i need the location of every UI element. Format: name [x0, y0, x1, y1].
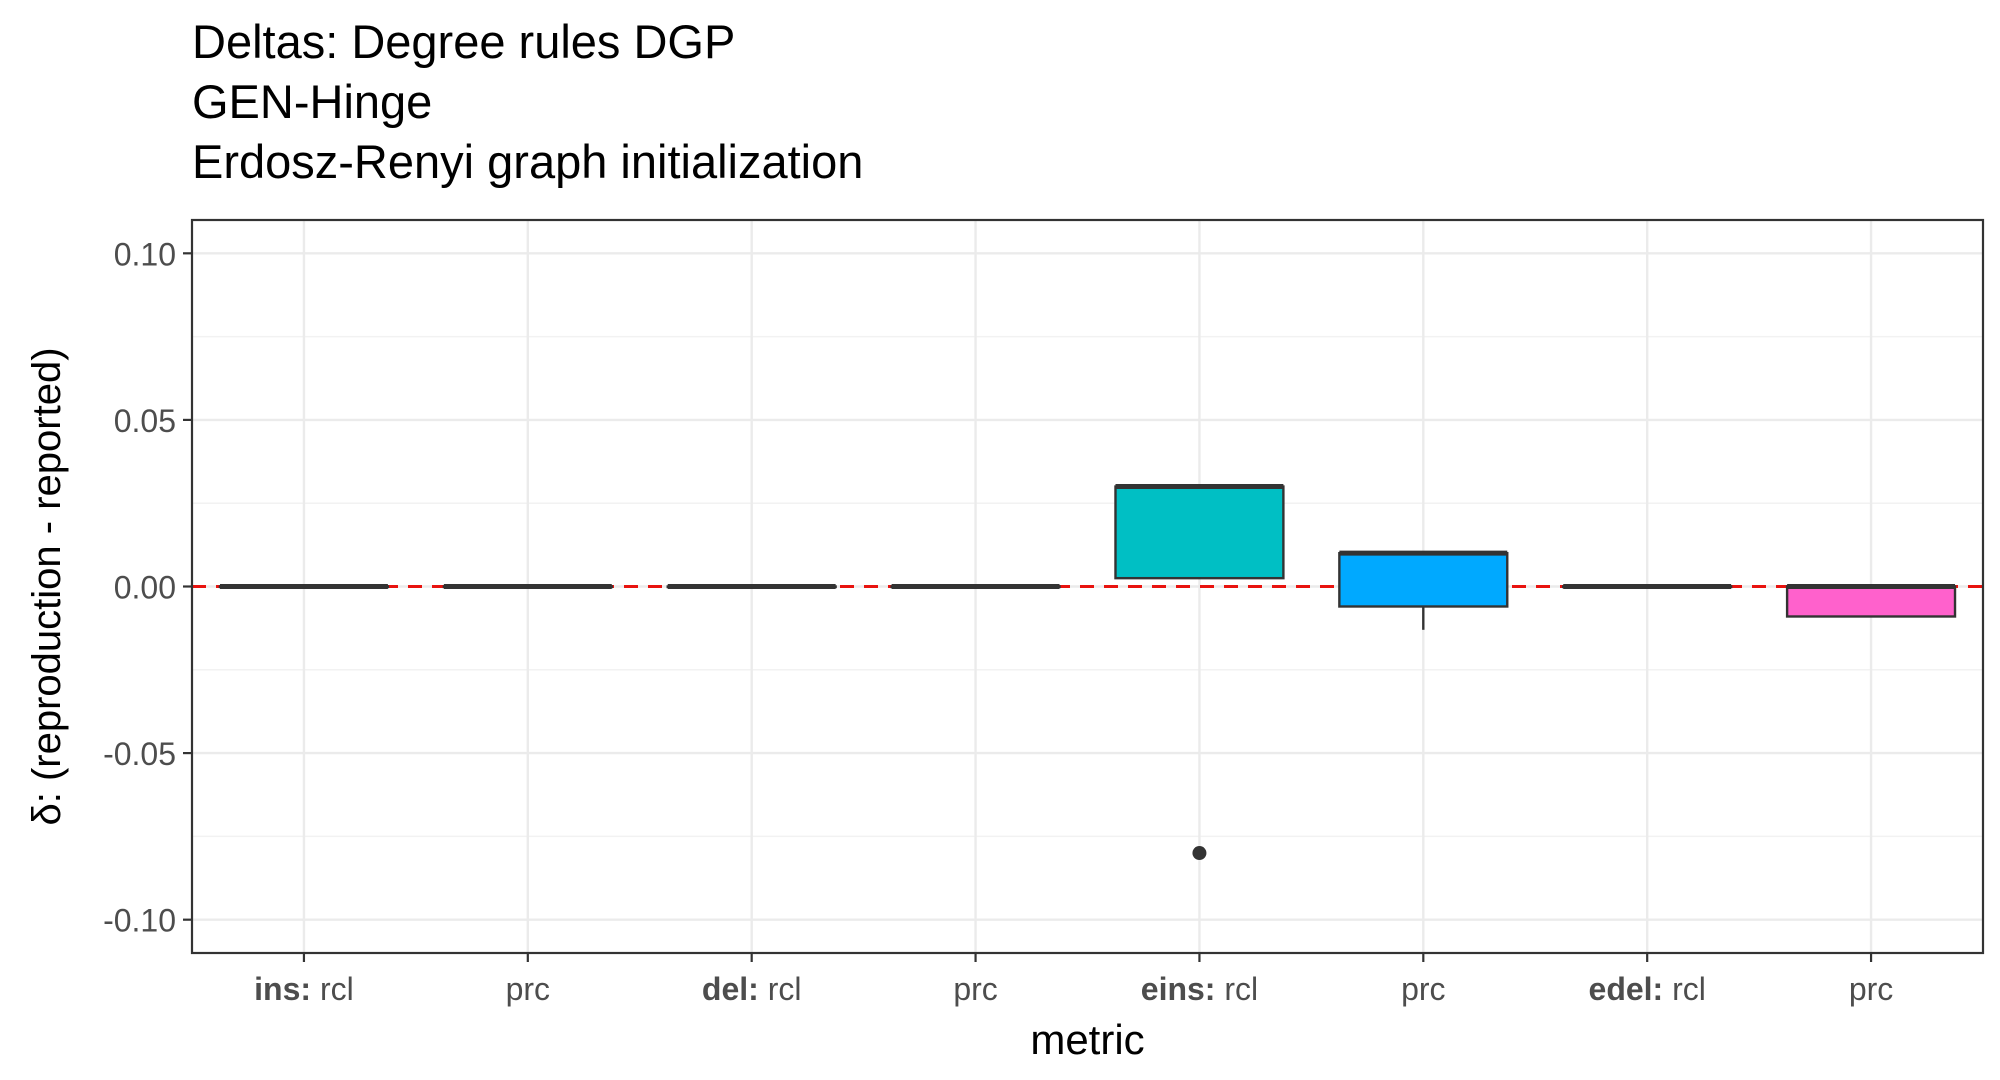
x-tick-label-metric: prc [506, 971, 550, 1007]
x-tick-label: prc [1401, 971, 1445, 1007]
x-tick-label-group: eins: [1141, 971, 1216, 1007]
x-tick-label-metric: rcl [759, 971, 802, 1007]
y-tick-label: -0.10 [103, 903, 176, 939]
x-tick-label-metric: prc [1849, 971, 1893, 1007]
outlier-point [1192, 846, 1207, 861]
y-tick-label: -0.05 [103, 736, 176, 772]
box-body [1114, 485, 1285, 580]
x-tick-label-group: edel: [1589, 971, 1664, 1007]
box-7 [1562, 584, 1733, 589]
box-body [1338, 551, 1509, 608]
x-tick-label-metric: rcl [311, 971, 354, 1007]
x-axis-title: metric [1030, 1016, 1144, 1063]
x-tick-label-metric: rcl [1663, 971, 1706, 1007]
x-tick-label: eins: rcl [1141, 971, 1258, 1007]
x-tick-label: ins: rcl [254, 971, 354, 1007]
box-2 [442, 584, 613, 589]
y-tick-label: 0.10 [114, 236, 176, 272]
box-3 [666, 584, 837, 589]
x-tick-label: prc [506, 971, 550, 1007]
x-tick-label: prc [953, 971, 997, 1007]
chart-title: Deltas: Degree rules DGP GEN-Hinge Erdos… [192, 15, 863, 188]
box-5 [1114, 484, 1285, 861]
chart-title-line-1: Deltas: Degree rules DGP [192, 15, 735, 68]
x-tick-label: del: rcl [702, 971, 802, 1007]
x-tick-label-metric: prc [1401, 971, 1445, 1007]
box-6 [1338, 550, 1509, 630]
x-tick-label-metric: rcl [1215, 971, 1258, 1007]
x-tick-label-metric: prc [953, 971, 997, 1007]
chart-title-line-2: GEN-Hinge [192, 75, 432, 128]
chart-title-line-3: Erdosz-Renyi graph initialization [192, 135, 863, 188]
y-tick-label: 0.05 [114, 403, 176, 439]
boxes-group [218, 484, 1957, 861]
grid-minor [192, 335, 1983, 838]
box-body [1785, 585, 1957, 618]
y-axis: 0.10 0.05 0.00 -0.05 -0.10 [103, 236, 192, 939]
y-axis-title: δ: (reproduction - reported) [25, 347, 69, 825]
box-4 [890, 584, 1061, 589]
y-tick-label: 0.00 [114, 570, 176, 606]
x-tick-label: edel: rcl [1589, 971, 1706, 1007]
x-axis: ins: rcl prc del: rcl prc eins: rcl prc edel: … [254, 953, 1893, 1007]
x-tick-label: prc [1849, 971, 1893, 1007]
x-tick-label-group: del: [702, 971, 759, 1007]
box-8 [1785, 584, 1957, 618]
box-1 [218, 584, 390, 589]
x-tick-label-group: ins: [254, 971, 311, 1007]
